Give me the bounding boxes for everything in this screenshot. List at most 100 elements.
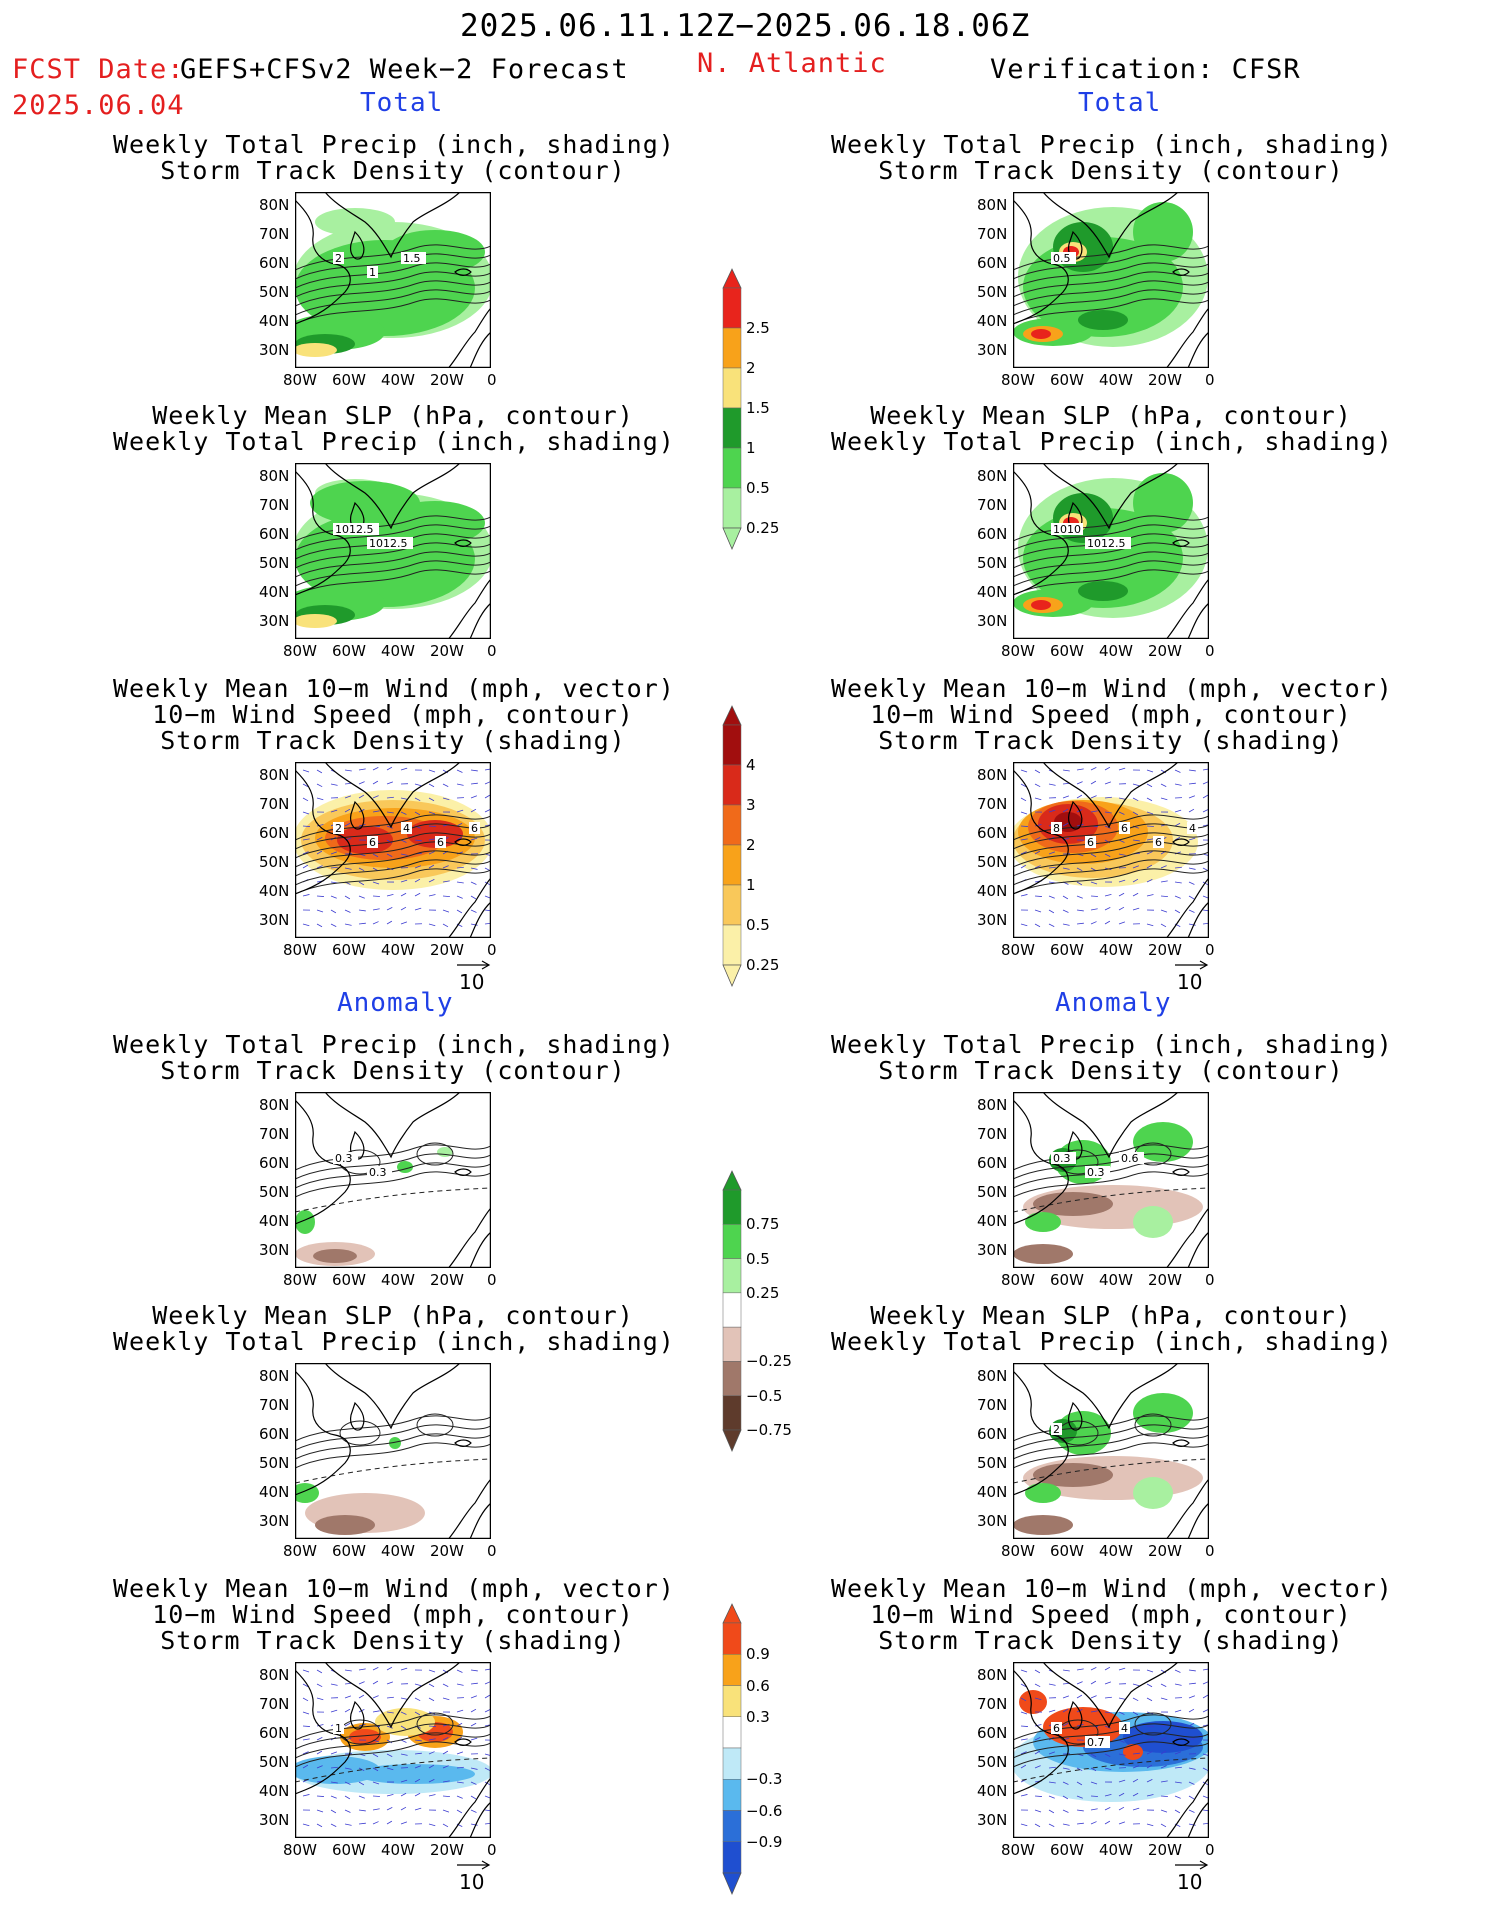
lon-tick-label: 0 — [487, 642, 497, 660]
shading-blob — [1123, 1744, 1143, 1760]
contour-label: 2 — [335, 822, 342, 835]
lat-tick-label: 50N — [259, 1454, 290, 1472]
colorbar-top-arrow — [722, 1170, 742, 1191]
lat-tick-label: 30N — [977, 1811, 1008, 1829]
colorbar-segment — [722, 1258, 742, 1294]
coastline-layer — [1013, 192, 1209, 368]
lon-tick-label: 0 — [487, 371, 497, 389]
lon-tick-label: 60W — [1050, 371, 1084, 389]
shading-blob — [1133, 1393, 1193, 1433]
contour-label-bg — [1051, 1722, 1062, 1734]
colorbar-label: −0.3 — [746, 1770, 783, 1789]
panel-title-line: Storm Track Density (shading) — [160, 1626, 626, 1655]
map-a2 — [295, 1363, 491, 1539]
lat-tick-label: 30N — [259, 341, 290, 359]
lat-tick-label: 50N — [259, 283, 290, 301]
region-label: N. Atlantic — [697, 48, 887, 79]
coastline-layer — [295, 192, 491, 368]
panel-title-line: Weekly Total Precip (inch, shading) — [831, 1030, 1393, 1059]
panel-title-line: Weekly Total Precip (inch, shading) — [113, 1030, 675, 1059]
lon-tick-label: 80W — [1001, 1542, 1035, 1560]
lat-tick-label: 40N — [977, 1212, 1008, 1230]
lon-tick-label: 0 — [487, 1841, 497, 1859]
map-frame — [295, 192, 491, 368]
shading-blob — [1025, 1483, 1061, 1503]
shading-layer — [295, 1437, 425, 1535]
map-a1: 0.3 0.3 — [295, 1092, 491, 1268]
colorbar-label: −0.5 — [746, 1386, 783, 1405]
colorbar-bottom-arrow — [722, 527, 742, 550]
vector-ref-arrow — [457, 1860, 491, 1870]
lon-tick-label: 80W — [1001, 1271, 1035, 1289]
panel-title-line: Weekly Mean SLP (hPa, contour) — [870, 401, 1352, 430]
lat-tick-label: 40N — [977, 583, 1008, 601]
colorbar-segment — [722, 844, 742, 886]
contour-layer — [295, 515, 491, 596]
anomaly-label-right: Anomaly — [1055, 988, 1172, 1018]
lon-tick-label: 80W — [1001, 1841, 1035, 1859]
contour-label: 6 — [1155, 836, 1162, 849]
vector-ref-arrow — [1175, 960, 1209, 970]
colorbar-label: 1 — [746, 439, 756, 457]
shading-blob — [315, 208, 395, 236]
panel-title-line: Weekly Mean SLP (hPa, contour) — [152, 1301, 634, 1330]
map-frame — [1013, 762, 1209, 938]
lon-tick-label: 60W — [1050, 642, 1084, 660]
panel-title-line: Weekly Total Precip (inch, shading) — [831, 427, 1393, 456]
shading-layer — [295, 479, 491, 628]
vector-ref-label: 10 — [1177, 1870, 1203, 1894]
map-frame — [295, 1092, 491, 1268]
colorbar-segment — [722, 1326, 742, 1362]
contour-layer — [295, 1413, 491, 1484]
shading-blob — [1133, 1122, 1193, 1162]
panel-title-line: Weekly Total Precip (inch, shading) — [113, 1327, 675, 1356]
contour-layer — [295, 1712, 491, 1783]
lat-tick-label: 70N — [977, 1396, 1008, 1414]
contour-label: 6 — [1087, 836, 1094, 849]
shading-blob — [375, 1708, 435, 1736]
contour-label-bg — [1051, 1152, 1076, 1164]
lon-tick-label: 20W — [430, 371, 464, 389]
lat-tick-label: 50N — [259, 1753, 290, 1771]
lat-tick-label: 30N — [259, 1811, 290, 1829]
colorbar-segment — [722, 1779, 742, 1811]
shading-blob — [389, 1437, 401, 1449]
lat-tick-label: 50N — [977, 1183, 1008, 1201]
lon-tick-label: 0 — [1205, 371, 1215, 389]
colorbar-segment — [722, 447, 742, 489]
lat-tick-label: 80N — [977, 766, 1008, 784]
lon-tick-label: 60W — [332, 1271, 366, 1289]
colorbar-label: 2 — [746, 359, 756, 377]
lat-tick-label: 60N — [259, 1724, 290, 1742]
contour-label: 6 — [1121, 822, 1128, 835]
coastline-layer — [295, 463, 491, 639]
date-range-title: 2025.06.11.12Z−2025.06.18.06Z — [460, 8, 1031, 44]
contour-label: 4 — [1121, 1722, 1128, 1735]
map-frame — [295, 762, 491, 938]
contour-label: 0.3 — [1087, 1166, 1105, 1179]
colorbar-segment — [722, 367, 742, 409]
colorbar-label: 0.25 — [746, 1283, 780, 1302]
colorbar-label: 1.5 — [746, 399, 770, 417]
colorbar-top-arrow — [722, 705, 742, 726]
lat-tick-label: 70N — [259, 1125, 290, 1143]
panel-title-line: Storm Track Density (contour) — [878, 156, 1344, 185]
colorbar-label: 0.9 — [746, 1645, 770, 1664]
lat-tick-label: 60N — [259, 525, 290, 543]
lat-tick-label: 60N — [977, 1724, 1008, 1742]
shading-blob — [295, 614, 337, 628]
coastline-layer — [1013, 1662, 1209, 1838]
vector-ref-arrow — [1175, 1860, 1209, 1870]
colorbar-label: −0.6 — [746, 1801, 783, 1820]
panel-title-line: Weekly Mean 10−m Wind (mph, vector) — [831, 1574, 1393, 1603]
lat-tick-label: 30N — [259, 911, 290, 929]
shading-blob — [295, 1210, 315, 1234]
shading-blob — [1013, 1515, 1073, 1535]
lon-tick-label: 40W — [381, 941, 415, 959]
lon-tick-label: 60W — [1050, 1841, 1084, 1859]
lat-tick-label: 50N — [977, 283, 1008, 301]
lat-tick-label: 50N — [259, 1183, 290, 1201]
colorbar-segment — [722, 764, 742, 806]
lon-tick-label: 80W — [283, 1271, 317, 1289]
lon-tick-label: 60W — [332, 1841, 366, 1859]
